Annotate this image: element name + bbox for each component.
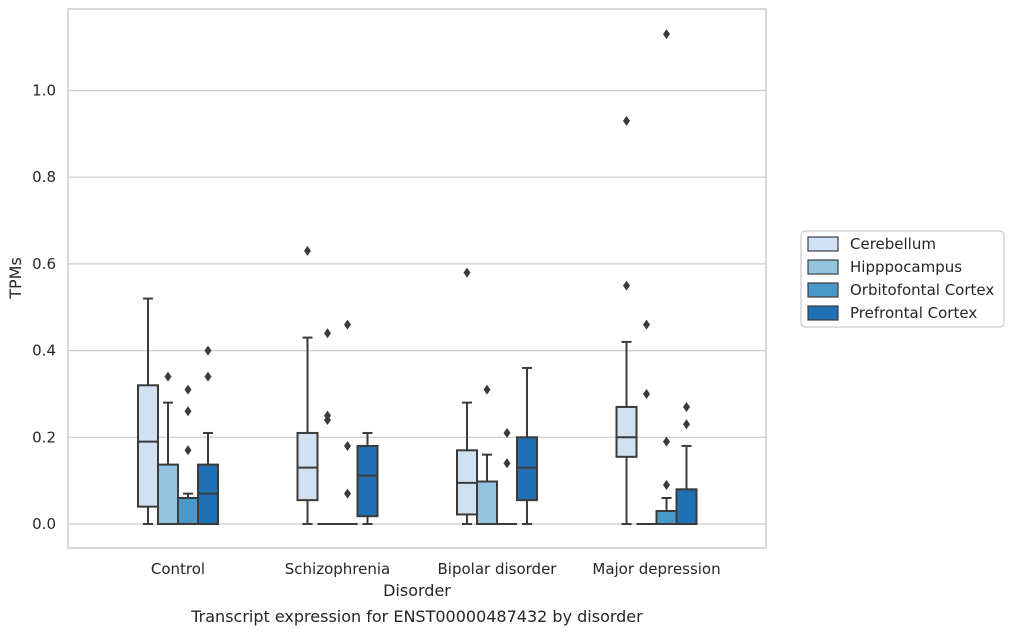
outlier-point (663, 29, 670, 40)
outlier-point (663, 436, 670, 447)
outlier-point (164, 371, 172, 382)
legend-swatch (807, 282, 839, 298)
x-tick-label: Major depression (592, 560, 720, 578)
legend-label: Cerebellum (850, 235, 936, 253)
outlier-point (344, 319, 351, 330)
x-axis-title: Disorder (383, 581, 451, 600)
outlier-point (623, 280, 630, 291)
x-tick-label: Control (151, 560, 205, 578)
y-tick-label: 0.0 (32, 515, 56, 533)
outlier-point (184, 384, 192, 395)
legend-swatch (807, 259, 839, 275)
y-tick-label: 0.2 (32, 428, 56, 446)
legend: Cerebellum Hipppocampus Orbitofontal Corte… (800, 230, 1005, 328)
box-group (177, 384, 199, 525)
box (476, 480, 498, 525)
x-axis-ticks: Control Schizophrenia Bipolar disorder Majo… (151, 560, 721, 578)
outlier-point (184, 406, 192, 417)
outlier-point (304, 245, 311, 256)
box-group (497, 427, 517, 525)
outlier-point (643, 319, 650, 330)
box (516, 436, 538, 502)
outlier-point (503, 427, 511, 438)
box (655, 509, 678, 525)
outlier-point (643, 388, 650, 399)
box-group (197, 345, 219, 526)
box-group (137, 297, 159, 525)
legend-label: Hipppocampus (850, 258, 962, 276)
y-tick-label: 0.4 (32, 342, 56, 360)
outlier-point (324, 328, 331, 339)
x-tick-label: Bipolar disorder (438, 560, 558, 578)
outlier-point (463, 267, 471, 278)
outlier-point (204, 345, 212, 356)
box-group (317, 328, 338, 525)
outlier-point (324, 410, 331, 421)
box (615, 405, 638, 458)
outlier-point (503, 458, 511, 469)
legend-label: Prefrontal Cortex (850, 304, 977, 322)
outlier-point (204, 371, 212, 382)
plot-area (68, 9, 766, 548)
legend-frame (800, 230, 1005, 328)
box (675, 488, 698, 526)
box-group (356, 431, 379, 525)
legend-swatch (807, 236, 839, 252)
box-group (516, 366, 538, 525)
box-group (675, 401, 698, 526)
y-tick-label: 0.8 (32, 168, 56, 186)
box (157, 463, 179, 526)
y-tick-label: 1.0 (32, 82, 56, 100)
outlier-point (623, 115, 630, 126)
outlier-point (683, 419, 690, 430)
outlier-point (483, 384, 491, 395)
outlier-point (344, 488, 351, 499)
box-group (456, 267, 478, 525)
box (177, 496, 199, 525)
y-tick-label: 0.6 (32, 255, 56, 273)
legend-label: Orbitofontal Cortex (850, 281, 994, 299)
outlier-point (663, 479, 670, 490)
y-axis-ticks: 0.0 0.2 0.4 0.6 0.8 1.0 (32, 82, 56, 534)
box (137, 384, 159, 508)
chart-caption: Transcript expression for ENST0000048743… (190, 607, 643, 626)
box (356, 444, 379, 518)
box-group (636, 319, 657, 525)
outlier-point (184, 445, 192, 456)
x-tick-label: Schizophrenia (285, 560, 390, 578)
y-axis-title: TPMs (6, 257, 25, 300)
legend-swatch (807, 305, 839, 321)
outlier-point (344, 440, 351, 451)
box (296, 431, 319, 502)
box-group (476, 384, 498, 525)
box-group (337, 319, 358, 525)
box-group (296, 245, 319, 525)
outlier-point (683, 401, 690, 412)
box-group (157, 371, 179, 526)
plot-frame (67, 8, 767, 549)
box-series (137, 29, 698, 526)
box-group (615, 115, 638, 525)
